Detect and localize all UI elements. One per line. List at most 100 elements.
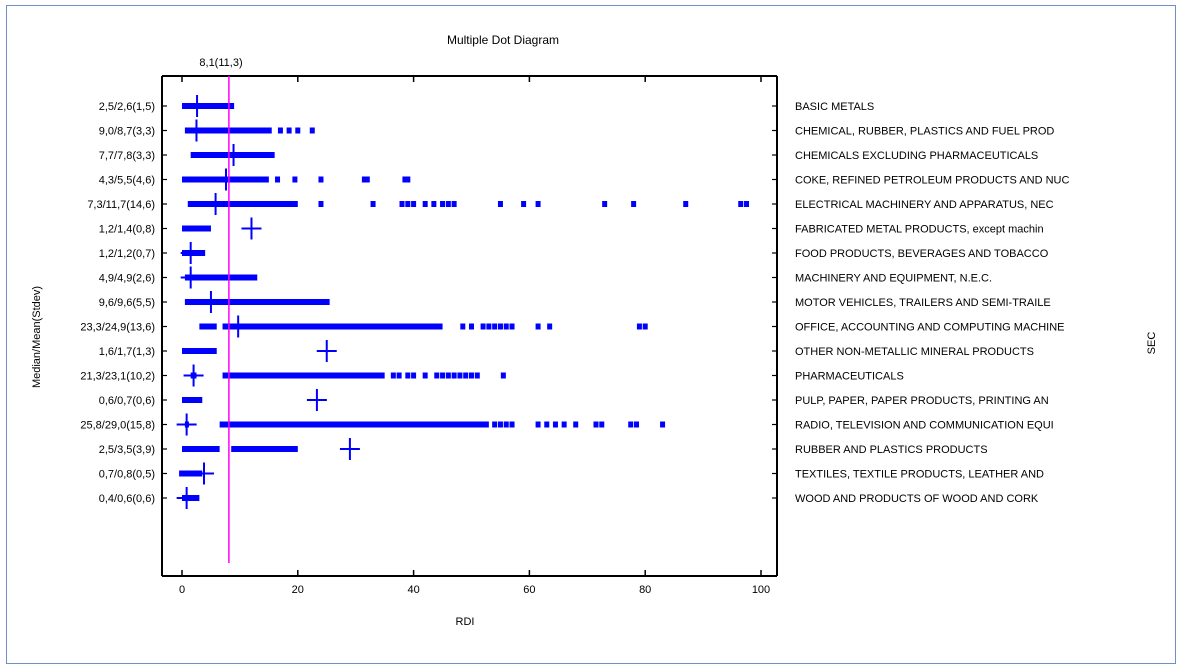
row-stats-label: 1,6/1,7(1,3) xyxy=(99,346,155,358)
dot-point xyxy=(318,201,324,207)
row-stats-label: 4,9/4,9(2,6) xyxy=(99,273,155,285)
row-stats-label: 1,2/1,4(0,8) xyxy=(99,224,155,236)
dot-band xyxy=(182,103,235,109)
dot-point xyxy=(744,201,750,207)
row-category-label: MOTOR VEHICLES, TRAILERS AND SEMI-TRAILE xyxy=(795,297,1051,309)
dot-point xyxy=(521,201,527,207)
row-stats-label: 7,7/7,8(3,3) xyxy=(99,150,155,162)
dot-point xyxy=(457,372,463,379)
dot-point xyxy=(370,201,376,207)
dot-point xyxy=(599,421,605,428)
dot-band xyxy=(199,323,217,330)
row-category-label: PHARMACEUTICALS xyxy=(795,371,904,383)
row-stats-label: 7,3/11,7(14,6) xyxy=(87,199,155,211)
row-stats-label: 1,2/1,2(0,7) xyxy=(99,248,155,260)
dot-point xyxy=(573,421,579,428)
row-category-label: OTHER NON-METALLIC MINERAL PRODUCTS xyxy=(795,346,1034,358)
dot-point xyxy=(422,201,428,207)
row-category-label: MACHINERY AND EQUIPMENT, N.E.C. xyxy=(795,273,992,285)
dot-point xyxy=(544,421,550,428)
x-tick-label: 80 xyxy=(639,584,651,596)
reference-line-label: 8,1(11,3) xyxy=(199,57,242,69)
dot-point xyxy=(503,323,509,330)
dot-point xyxy=(451,372,457,379)
dot-point xyxy=(486,323,492,330)
dot-point xyxy=(463,372,469,379)
dot-diagram-chart: Multiple Dot Diagram 8,1(11,3) RDI Media… xyxy=(31,33,1158,628)
x-tick-label: 40 xyxy=(407,584,419,596)
dot-point xyxy=(451,201,457,207)
row-stats-label: 0,6/0,7(0,6) xyxy=(99,395,155,407)
row-category-label: FABRICATED METAL PRODUCTS, except machin xyxy=(795,224,1044,236)
dot-point xyxy=(422,372,428,379)
row-category-label: TEXTILES, TEXTILE PRODUCTS, LEATHER AND xyxy=(795,469,1044,481)
row-category-label: PULP, PAPER, PAPER PRODUCTS, PRINTING AN xyxy=(795,395,1049,407)
dot-point xyxy=(480,323,486,330)
dot-band xyxy=(222,323,443,330)
dot-band xyxy=(219,421,489,428)
dot-point xyxy=(405,176,411,183)
row-category-label: FOOD PRODUCTS, BEVERAGES AND TOBACCO xyxy=(795,248,1049,260)
dot-point xyxy=(602,201,608,207)
dot-point xyxy=(405,201,411,207)
dot-point xyxy=(683,201,689,207)
dot-point xyxy=(361,176,367,183)
dot-point xyxy=(561,421,567,428)
dot-point xyxy=(460,323,466,330)
dot-point xyxy=(469,372,474,379)
chart-title: Multiple Dot Diagram xyxy=(447,33,559,47)
dot-point xyxy=(402,176,408,183)
dot-point xyxy=(292,176,298,183)
dot-point xyxy=(318,176,324,183)
dot-point xyxy=(535,421,541,428)
dot-point xyxy=(445,372,451,379)
x-tick-label: 100 xyxy=(752,584,770,596)
dot-band xyxy=(182,446,220,452)
row-category-label: COKE, REFINED PETROLEUM PRODUCTS AND NUC xyxy=(795,175,1069,187)
row-category-label: OFFICE, ACCOUNTING AND COMPUTING MACHINE xyxy=(795,322,1065,334)
row-stats-label: 2,5/3,5(3,9) xyxy=(99,444,155,456)
dot-point xyxy=(738,201,744,207)
row-category-label: BASIC METALS xyxy=(795,101,874,113)
dot-point xyxy=(660,421,666,428)
dot-point xyxy=(295,127,301,134)
dot-point xyxy=(309,127,315,134)
dot-band xyxy=(179,470,203,477)
dot-point xyxy=(469,323,474,330)
dot-point xyxy=(434,372,440,379)
dot-band xyxy=(231,446,298,452)
dot-band xyxy=(182,348,217,354)
row-category-label: CHEMICALS EXCLUDING PHARMACEUTICALS xyxy=(795,150,1038,162)
dot-point xyxy=(634,421,640,428)
dot-band xyxy=(222,372,385,379)
row-category-label: CHEMICAL, RUBBER, PLASTICS AND FUEL PROD xyxy=(795,126,1054,138)
dot-point xyxy=(492,421,498,428)
dot-point xyxy=(440,372,446,379)
dot-point xyxy=(535,201,541,207)
row-stats-label: 0,7/0,8(0,5) xyxy=(99,469,155,481)
dot-point xyxy=(275,176,281,183)
dot-point xyxy=(503,421,509,428)
dot-band xyxy=(182,397,203,403)
dot-band xyxy=(182,225,211,232)
dot-point xyxy=(474,372,480,379)
dot-point xyxy=(364,176,370,183)
x-tick-label: 0 xyxy=(179,584,185,596)
dot-point xyxy=(500,372,506,379)
dot-point xyxy=(628,421,634,428)
chart-frame: Multiple Dot Diagram 8,1(11,3) RDI Media… xyxy=(6,5,1176,664)
x-tick-label: 60 xyxy=(523,584,535,596)
row-stats-label: 0,4/0,6(0,6) xyxy=(99,493,155,505)
row-stats-label: 21,3/23,1(10,2) xyxy=(80,371,155,383)
dot-point xyxy=(593,421,599,428)
x-tick-label: 20 xyxy=(292,584,304,596)
dot-band xyxy=(187,201,298,207)
dot-point xyxy=(497,323,503,330)
dot-point xyxy=(497,421,503,428)
dot-point xyxy=(411,372,417,379)
y-axis-label: Median/Mean(Stdev) xyxy=(31,286,43,388)
dot-point xyxy=(396,372,402,379)
dot-point xyxy=(636,323,642,330)
x-axis-label: RDI xyxy=(456,616,475,628)
dot-point xyxy=(492,323,498,330)
